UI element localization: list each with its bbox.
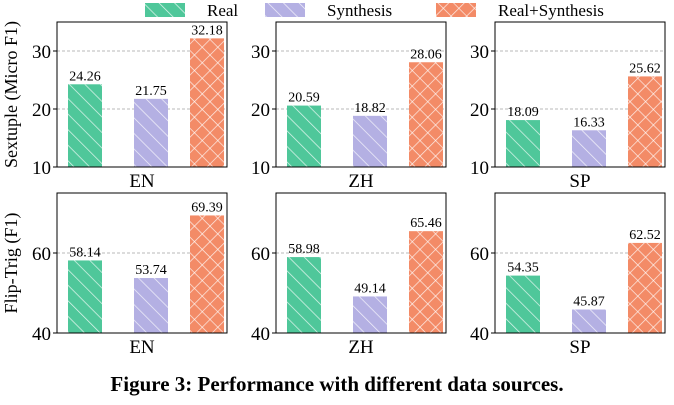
bar-value-label: 28.06 (410, 47, 442, 62)
x-category-label: SP (569, 337, 590, 358)
legend-swatch-hatch (265, 3, 305, 17)
y-tick-label: 40 (470, 324, 489, 345)
y-tick-label: 20 (32, 100, 51, 121)
bar-hatch (506, 275, 540, 333)
panel-frame (275, 192, 447, 334)
chart-panel-sp: 40 60 54.35 45.87 62.52 SP (470, 192, 666, 358)
bar-value-label: 58.14 (69, 245, 101, 260)
bar-hatch (628, 76, 662, 167)
bar-value-label: 54.35 (507, 261, 539, 276)
y-tick-label: 30 (251, 42, 270, 63)
legend-label: Real+Synthesis (498, 1, 604, 20)
chart-panel-en: 10 20 30 24.26 21.75 32.18 EN (32, 21, 228, 192)
bar-value-label: 69.39 (191, 200, 223, 215)
legend: Real Synthesis Real+Synthesis (145, 1, 604, 20)
bar-hatch (572, 130, 606, 167)
bar-hatch (68, 260, 102, 333)
x-category-label: ZH (348, 171, 374, 192)
bar-hatch (409, 231, 443, 333)
legend-label: Real (207, 1, 238, 20)
legend-item: Real+Synthesis (436, 1, 604, 20)
legend-swatch-hatch (436, 3, 476, 17)
bar-hatch (506, 120, 540, 167)
y-tick-label: 60 (470, 244, 489, 265)
chart-panel-en: 40 60 58.14 53.74 69.39 EN (32, 192, 228, 358)
bar-value-label: 49.14 (354, 281, 386, 296)
bar-hatch (287, 105, 321, 167)
chart-panel-sp: 10 20 30 18.09 16.33 25.62 SP (470, 21, 666, 192)
bar-hatch (572, 309, 606, 333)
panel-frame (56, 192, 228, 334)
y-tick-label: 40 (251, 324, 270, 345)
bar-value-label: 25.62 (629, 61, 661, 76)
y-tick-label: 10 (251, 158, 270, 179)
figure-caption: Figure 3: Performance with different dat… (110, 372, 563, 396)
bar-value-label: 18.82 (354, 101, 386, 116)
bar-value-label: 20.59 (288, 91, 320, 106)
y-tick-label: 40 (32, 324, 51, 345)
bar-hatch (190, 38, 224, 167)
bar-value-label: 32.18 (191, 23, 223, 38)
y-tick-label: 10 (32, 158, 51, 179)
chart-panel-zh: 10 20 30 20.59 18.82 28.06 ZH (251, 21, 447, 192)
panel-frame (275, 21, 447, 168)
chart-panels: 10 20 30 24.26 21.75 32.18 EN 10 20 30 20.59 18.82 2… (32, 21, 666, 358)
bar-hatch (628, 242, 662, 333)
bar-value-label: 58.98 (288, 242, 320, 257)
y-tick-label: 20 (251, 100, 270, 121)
x-category-label: EN (129, 171, 155, 192)
legend-label: Synthesis (327, 1, 392, 20)
chart-panel-zh: 40 60 58.98 49.14 65.46 ZH (251, 192, 447, 358)
bar-value-label: 16.33 (573, 115, 605, 130)
y-axis-label: Sextuple (Micro F1) (1, 21, 22, 168)
y-tick-label: 10 (470, 158, 489, 179)
y-tick-label: 60 (251, 244, 270, 265)
panel-frame (56, 21, 228, 168)
legend-item: Real (145, 1, 238, 20)
legend-swatch-hatch (145, 3, 185, 17)
y-axis-label: Flip-Trig (F1) (1, 213, 22, 314)
bar-hatch (353, 115, 387, 167)
bar-value-label: 53.74 (135, 263, 167, 278)
bar-value-label: 45.87 (573, 295, 605, 310)
bar-hatch (353, 296, 387, 333)
y-tick-label: 60 (32, 244, 51, 265)
x-category-label: SP (569, 171, 590, 192)
bar-hatch (68, 84, 102, 167)
panel-frame (494, 21, 666, 168)
bar-value-label: 65.46 (410, 216, 442, 231)
y-tick-label: 30 (32, 42, 51, 63)
bar-hatch (190, 215, 224, 333)
y-tick-label: 30 (470, 42, 489, 63)
x-category-label: EN (129, 337, 155, 358)
y-axis-labels: Sextuple (Micro F1) Flip-Trig (F1) (1, 21, 22, 313)
bar-hatch (409, 62, 443, 167)
bar-value-label: 18.09 (507, 105, 539, 120)
bar-hatch (134, 98, 168, 167)
bar-value-label: 62.52 (629, 228, 661, 243)
bar-hatch (134, 278, 168, 333)
x-category-label: ZH (348, 337, 374, 358)
bar-value-label: 21.75 (135, 84, 167, 99)
bar-value-label: 24.26 (69, 69, 101, 84)
panel-frame (494, 192, 666, 334)
y-tick-label: 20 (470, 100, 489, 121)
legend-item: Synthesis (265, 1, 392, 20)
bar-hatch (287, 257, 321, 333)
